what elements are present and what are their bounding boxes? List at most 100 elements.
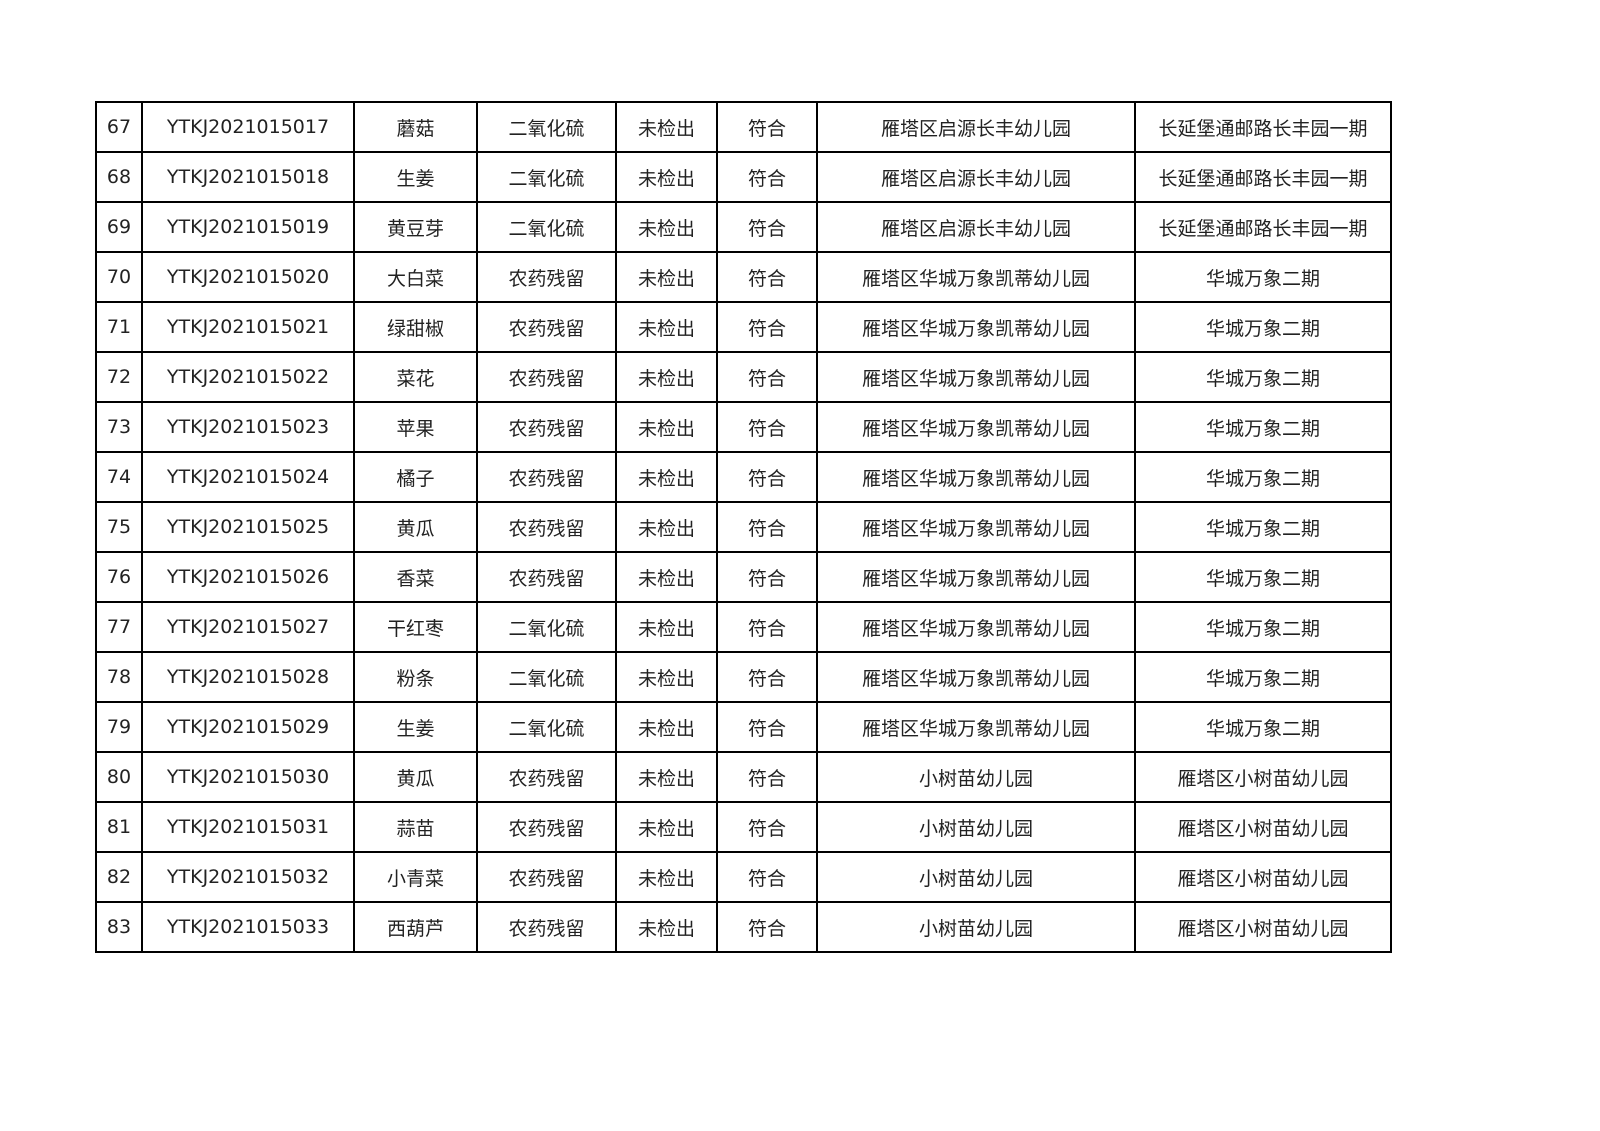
row-number: 67	[95, 101, 143, 153]
conclusion: 符合	[716, 801, 818, 853]
address: 雁塔区小树苗幼儿园	[1134, 901, 1392, 953]
test-item: 二氧化硫	[476, 101, 617, 153]
row-number: 80	[95, 751, 143, 803]
sample-id: YTKJ2021015027	[141, 601, 355, 653]
conclusion: 符合	[716, 201, 818, 253]
conclusion: 符合	[716, 101, 818, 153]
sample-id: YTKJ2021015022	[141, 351, 355, 403]
sample-id: YTKJ2021015023	[141, 401, 355, 453]
kindergarten-name: 雁塔区华城万象凯蒂幼儿园	[816, 301, 1136, 353]
conclusion: 符合	[716, 701, 818, 753]
kindergarten-name: 雁塔区华城万象凯蒂幼儿园	[816, 451, 1136, 503]
kindergarten-name: 雁塔区华城万象凯蒂幼儿园	[816, 551, 1136, 603]
kindergarten-name: 小树苗幼儿园	[816, 901, 1136, 953]
test-result: 未检出	[615, 651, 718, 703]
sample-id: YTKJ2021015021	[141, 301, 355, 353]
conclusion: 符合	[716, 851, 818, 903]
test-result: 未检出	[615, 601, 718, 653]
test-item: 二氧化硫	[476, 701, 617, 753]
test-result: 未检出	[615, 551, 718, 603]
test-item: 农药残留	[476, 751, 617, 803]
test-item: 农药残留	[476, 451, 617, 503]
address: 长延堡通邮路长丰园一期	[1134, 201, 1392, 253]
address: 华城万象二期	[1134, 501, 1392, 553]
sample-id: YTKJ2021015029	[141, 701, 355, 753]
table-row: 74 YTKJ2021015024 橘子 农药残留 未检出 符合 雁塔区华城万象凯蒂幼儿园华…	[95, 451, 1392, 503]
row-number: 70	[95, 251, 143, 303]
kindergarten-name: 雁塔区启源长丰幼儿园	[816, 151, 1136, 203]
row-number: 83	[95, 901, 143, 953]
test-result: 未检出	[615, 351, 718, 403]
kindergarten-name: 小树苗幼儿园	[816, 751, 1136, 803]
test-result: 未检出	[615, 851, 718, 903]
table-row: 75 YTKJ2021015025 黄瓜 农药残留 未检出 符合 雁塔区华城万象凯蒂幼儿园华…	[95, 501, 1392, 553]
sample-name: 黄瓜	[353, 751, 478, 803]
sample-id: YTKJ2021015030	[141, 751, 355, 803]
test-item: 二氧化硫	[476, 151, 617, 203]
test-result: 未检出	[615, 101, 718, 153]
sample-id: YTKJ2021015019	[141, 201, 355, 253]
table-row: 73 YTKJ2021015023 苹果 农药残留 未检出 符合 雁塔区华城万象凯蒂幼儿园华…	[95, 401, 1392, 453]
inspection-results-table: 67 YTKJ2021015017 蘑菇 二氧化硫 未检出 符合 雁塔区启源长丰幼儿园 长延堡…	[95, 101, 1392, 953]
table-row: 69 YTKJ2021015019 黄豆芽 二氧化硫 未检出 符合 雁塔区启源长丰幼儿园 长延…	[95, 201, 1392, 253]
test-item: 农药残留	[476, 851, 617, 903]
row-number: 71	[95, 301, 143, 353]
kindergarten-name: 雁塔区华城万象凯蒂幼儿园	[816, 351, 1136, 403]
test-item: 农药残留	[476, 901, 617, 953]
kindergarten-name: 雁塔区启源长丰幼儿园	[816, 201, 1136, 253]
sample-id: YTKJ2021015028	[141, 651, 355, 703]
address: 雁塔区小树苗幼儿园	[1134, 801, 1392, 853]
row-number: 69	[95, 201, 143, 253]
test-result: 未检出	[615, 501, 718, 553]
address: 华城万象二期	[1134, 401, 1392, 453]
sample-name: 粉条	[353, 651, 478, 703]
table-row: 67 YTKJ2021015017 蘑菇 二氧化硫 未检出 符合 雁塔区启源长丰幼儿园 长延堡…	[95, 101, 1392, 153]
kindergarten-name: 雁塔区启源长丰幼儿园	[816, 101, 1136, 153]
test-result: 未检出	[615, 801, 718, 853]
sample-name: 蒜苗	[353, 801, 478, 853]
address: 雁塔区小树苗幼儿园	[1134, 751, 1392, 803]
sample-name: 蘑菇	[353, 101, 478, 153]
conclusion: 符合	[716, 151, 818, 203]
sample-id: YTKJ2021015026	[141, 551, 355, 603]
sample-name: 大白菜	[353, 251, 478, 303]
conclusion: 符合	[716, 901, 818, 953]
table-row: 83 YTKJ2021015033 西葫芦 农药残留 未检出 符合 小树苗幼儿园 雁塔区小树苗…	[95, 901, 1392, 953]
test-item: 二氧化硫	[476, 651, 617, 703]
sample-name: 苹果	[353, 401, 478, 453]
test-item: 农药残留	[476, 551, 617, 603]
row-number: 68	[95, 151, 143, 203]
table-row: 70 YTKJ2021015020 大白菜 农药残留 未检出 符合 雁塔区华城万象凯蒂幼儿园…	[95, 251, 1392, 303]
test-item: 农药残留	[476, 801, 617, 853]
sample-name: 生姜	[353, 701, 478, 753]
sample-name: 橘子	[353, 451, 478, 503]
row-number: 79	[95, 701, 143, 753]
row-number: 76	[95, 551, 143, 603]
conclusion: 符合	[716, 401, 818, 453]
address: 华城万象二期	[1134, 251, 1392, 303]
kindergarten-name: 雁塔区华城万象凯蒂幼儿园	[816, 701, 1136, 753]
table-row: 81 YTKJ2021015031 蒜苗 农药残留 未检出 符合 小树苗幼儿园 雁塔区小树苗幼…	[95, 801, 1392, 853]
test-result: 未检出	[615, 751, 718, 803]
table-row: 79 YTKJ2021015029 生姜 二氧化硫 未检出 符合 雁塔区华城万象凯蒂幼儿园华…	[95, 701, 1392, 753]
test-result: 未检出	[615, 201, 718, 253]
kindergarten-name: 小树苗幼儿园	[816, 801, 1136, 853]
kindergarten-name: 雁塔区华城万象凯蒂幼儿园	[816, 501, 1136, 553]
row-number: 81	[95, 801, 143, 853]
address: 华城万象二期	[1134, 301, 1392, 353]
sample-name: 西葫芦	[353, 901, 478, 953]
row-number: 72	[95, 351, 143, 403]
conclusion: 符合	[716, 751, 818, 803]
test-item: 农药残留	[476, 501, 617, 553]
sample-name: 菜花	[353, 351, 478, 403]
test-result: 未检出	[615, 301, 718, 353]
kindergarten-name: 雁塔区华城万象凯蒂幼儿园	[816, 401, 1136, 453]
row-number: 73	[95, 401, 143, 453]
row-number: 82	[95, 851, 143, 903]
sample-name: 绿甜椒	[353, 301, 478, 353]
sample-id: YTKJ2021015017	[141, 101, 355, 153]
address: 华城万象二期	[1134, 451, 1392, 503]
conclusion: 符合	[716, 501, 818, 553]
conclusion: 符合	[716, 251, 818, 303]
sample-id: YTKJ2021015033	[141, 901, 355, 953]
